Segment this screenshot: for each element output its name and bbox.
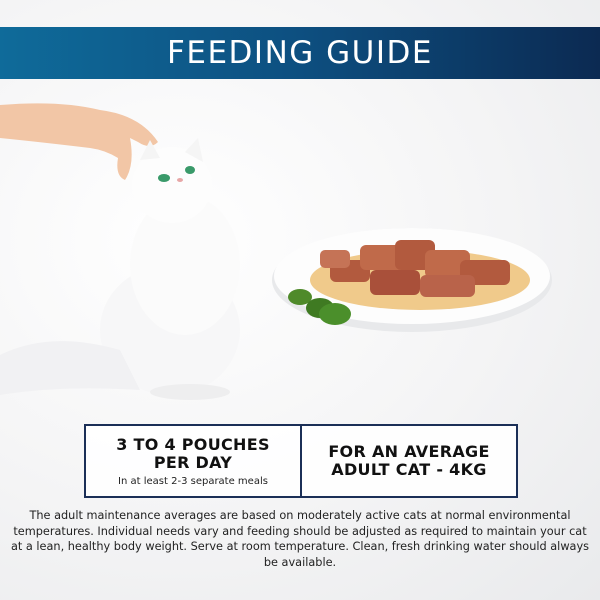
portion-amount: 3 TO 4 POUCHES PER DAY <box>116 434 270 472</box>
feeding-note: The adult maintenance averages are based… <box>10 509 590 569</box>
header-banner: FEEDING GUIDE <box>0 27 600 79</box>
feeding-guide-table: 3 TO 4 POUCHES PER DAY In at least 2-3 s… <box>84 424 518 498</box>
hand-image <box>0 103 158 180</box>
target-box: FOR AN AVERAGE ADULT CAT - 4KG <box>300 426 516 496</box>
cat-image <box>0 138 240 400</box>
product-illustration <box>0 103 552 400</box>
food-plate-image <box>272 228 552 332</box>
page-title: FEEDING GUIDE <box>167 35 433 71</box>
portion-box: 3 TO 4 POUCHES PER DAY In at least 2-3 s… <box>86 426 300 496</box>
target-cat: FOR AN AVERAGE ADULT CAT - 4KG <box>328 442 490 479</box>
portion-meals: In at least 2-3 separate meals <box>118 475 268 487</box>
